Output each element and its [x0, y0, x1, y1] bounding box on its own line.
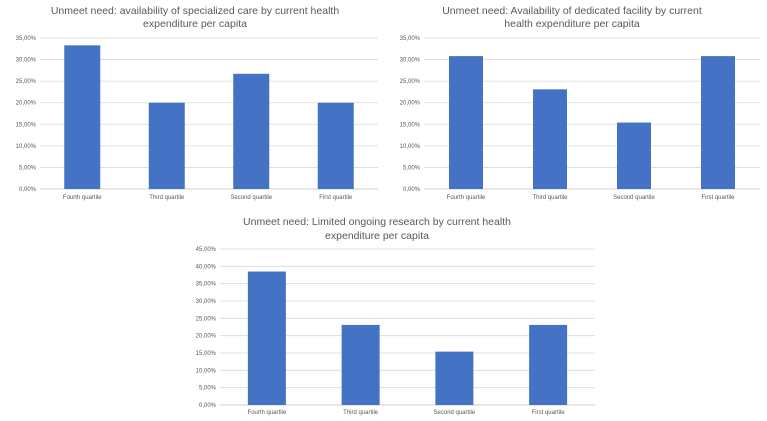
y-tick-label: 30,00%	[196, 299, 217, 305]
y-tick-label: 5,00%	[199, 386, 217, 392]
y-tick-label: 15,00%	[16, 122, 37, 128]
chart-title-line: Unmeet need: availability of specialized…	[51, 5, 339, 17]
x-tick-label: Second quartile	[230, 195, 272, 201]
x-tick-label: Second quartile	[434, 410, 476, 416]
y-tick-label: 15,00%	[196, 351, 217, 357]
chart-title-line: Unmeet need: Limited ongoing research by…	[243, 216, 511, 228]
bar	[701, 56, 735, 190]
y-tick-label: 35,00%	[400, 36, 421, 42]
y-tick-label: 30,00%	[16, 58, 37, 64]
y-tick-label: 35,00%	[16, 36, 37, 42]
bar	[341, 324, 380, 405]
x-tick-label: First quartile	[701, 195, 735, 201]
y-tick-label: 45,00%	[196, 247, 217, 253]
chart-title-line: expenditure per capita	[325, 230, 429, 242]
y-tick-label: 0,00%	[403, 187, 421, 193]
bar	[233, 73, 270, 189]
chart-title-line: Unmeet need: Availability of dedicated f…	[442, 5, 702, 17]
bar	[317, 102, 354, 189]
y-tick-label: 35,00%	[196, 282, 217, 288]
y-tick-label: 5,00%	[19, 165, 37, 171]
y-tick-label: 10,00%	[16, 144, 37, 150]
bar	[247, 271, 286, 405]
y-tick-label: 10,00%	[196, 368, 217, 374]
x-tick-label: Fourth quartile	[447, 195, 486, 201]
x-tick-label: First quartile	[532, 410, 566, 416]
y-tick-label: 20,00%	[16, 101, 37, 107]
bar	[533, 89, 567, 189]
bar	[435, 351, 474, 405]
y-tick-label: 40,00%	[196, 264, 217, 270]
x-tick-label: Fourth quartile	[248, 410, 287, 416]
y-tick-label: 25,00%	[400, 79, 421, 85]
y-tick-label: 10,00%	[400, 144, 421, 150]
bar	[64, 45, 101, 189]
y-tick-label: 5,00%	[403, 165, 421, 171]
y-tick-label: 20,00%	[400, 101, 421, 107]
y-tick-label: 25,00%	[16, 79, 37, 85]
chart-ongoing-research: Unmeet need: Limited ongoing research by…	[196, 216, 595, 416]
x-tick-label: Third quartile	[532, 195, 568, 201]
x-tick-label: Third quartile	[343, 410, 379, 416]
chart-title-line: health expenditure per capita	[504, 18, 640, 30]
y-tick-label: 20,00%	[196, 334, 217, 340]
bar	[449, 56, 483, 190]
y-tick-label: 15,00%	[400, 122, 421, 128]
y-tick-label: 0,00%	[19, 187, 37, 193]
x-tick-label: Third quartile	[149, 195, 185, 201]
bar	[148, 102, 185, 189]
bar	[529, 324, 568, 405]
y-tick-label: 0,00%	[199, 403, 217, 409]
x-tick-label: Second quartile	[613, 195, 655, 201]
chart-dedicated-facility: Unmeet need: Availability of dedicated f…	[400, 5, 760, 201]
y-tick-label: 30,00%	[400, 58, 421, 64]
y-tick-label: 25,00%	[196, 316, 217, 322]
chart-title-line: expenditure per capita	[143, 18, 247, 30]
bar	[617, 122, 651, 189]
chart-specialized-care: Unmeet need: availability of specialized…	[16, 5, 378, 201]
x-tick-label: First quartile	[319, 195, 353, 201]
x-tick-label: Fourth quartile	[63, 195, 102, 201]
